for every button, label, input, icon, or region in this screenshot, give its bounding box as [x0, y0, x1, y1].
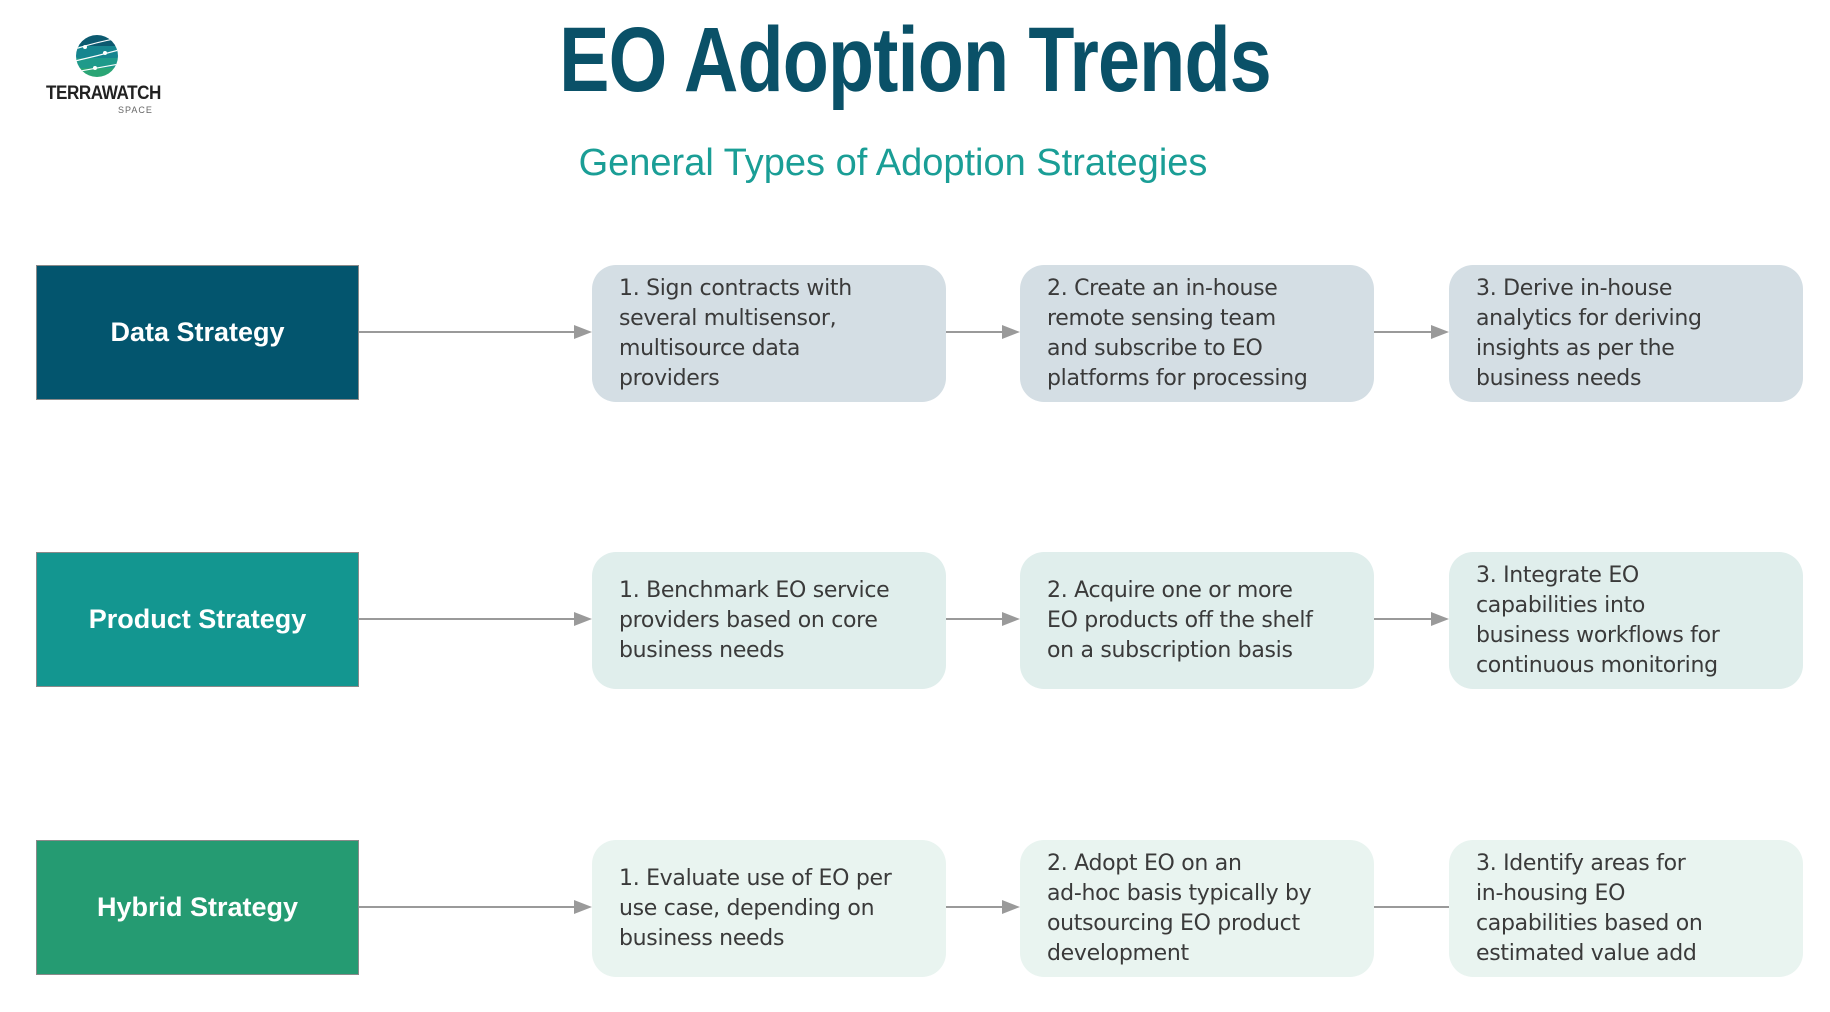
- arrowhead-icon: [574, 900, 592, 914]
- step-box: 3. Integrate EO capabilities into busine…: [1449, 552, 1803, 689]
- step-box: 1. Evaluate use of EO per use case, depe…: [592, 840, 946, 977]
- arrowhead-icon: [1431, 612, 1449, 626]
- connector-line: [946, 618, 1004, 620]
- terrawatch-logo: TERRAWATCH SPACE: [40, 32, 161, 122]
- step-box: 3. Identify areas for in-housing EO capa…: [1449, 840, 1803, 977]
- step-box: 2. Create an in-house remote sensing tea…: [1020, 265, 1374, 402]
- strategy-box-0: Data Strategy: [36, 265, 359, 400]
- arrowhead-icon: [1002, 612, 1020, 626]
- arrowhead-icon: [1002, 900, 1020, 914]
- connector-line: [359, 906, 576, 908]
- arrowhead-icon: [574, 325, 592, 339]
- step-box: 1. Sign contracts with several multisens…: [592, 265, 946, 402]
- step-box: 2. Acquire one or more EO products off t…: [1020, 552, 1374, 689]
- connector-line: [1374, 906, 1449, 908]
- connector-line: [1374, 618, 1433, 620]
- arrowhead-icon: [574, 612, 592, 626]
- connector-line: [946, 331, 1004, 333]
- connector-line: [1374, 331, 1433, 333]
- logo-subtext: SPACE: [118, 105, 153, 115]
- arrowhead-icon: [1002, 325, 1020, 339]
- globe-icon: [76, 35, 118, 77]
- step-box: 2. Adopt EO on an ad-hoc basis typically…: [1020, 840, 1374, 977]
- logo-name: TERRAWATCH: [46, 83, 161, 104]
- step-box: 1. Benchmark EO service providers based …: [592, 552, 946, 689]
- strategy-box-2: Hybrid Strategy: [36, 840, 359, 975]
- strategy-box-1: Product Strategy: [36, 552, 359, 687]
- connector-line: [359, 618, 576, 620]
- step-box: 3. Derive in-house analytics for derivin…: [1449, 265, 1803, 402]
- page-subtitle: General Types of Adoption Strategies: [578, 142, 1208, 184]
- arrowhead-icon: [1431, 325, 1449, 339]
- connector-line: [946, 906, 1004, 908]
- page-title: EO Adoption Trends: [559, 9, 1272, 111]
- connector-line: [359, 331, 576, 333]
